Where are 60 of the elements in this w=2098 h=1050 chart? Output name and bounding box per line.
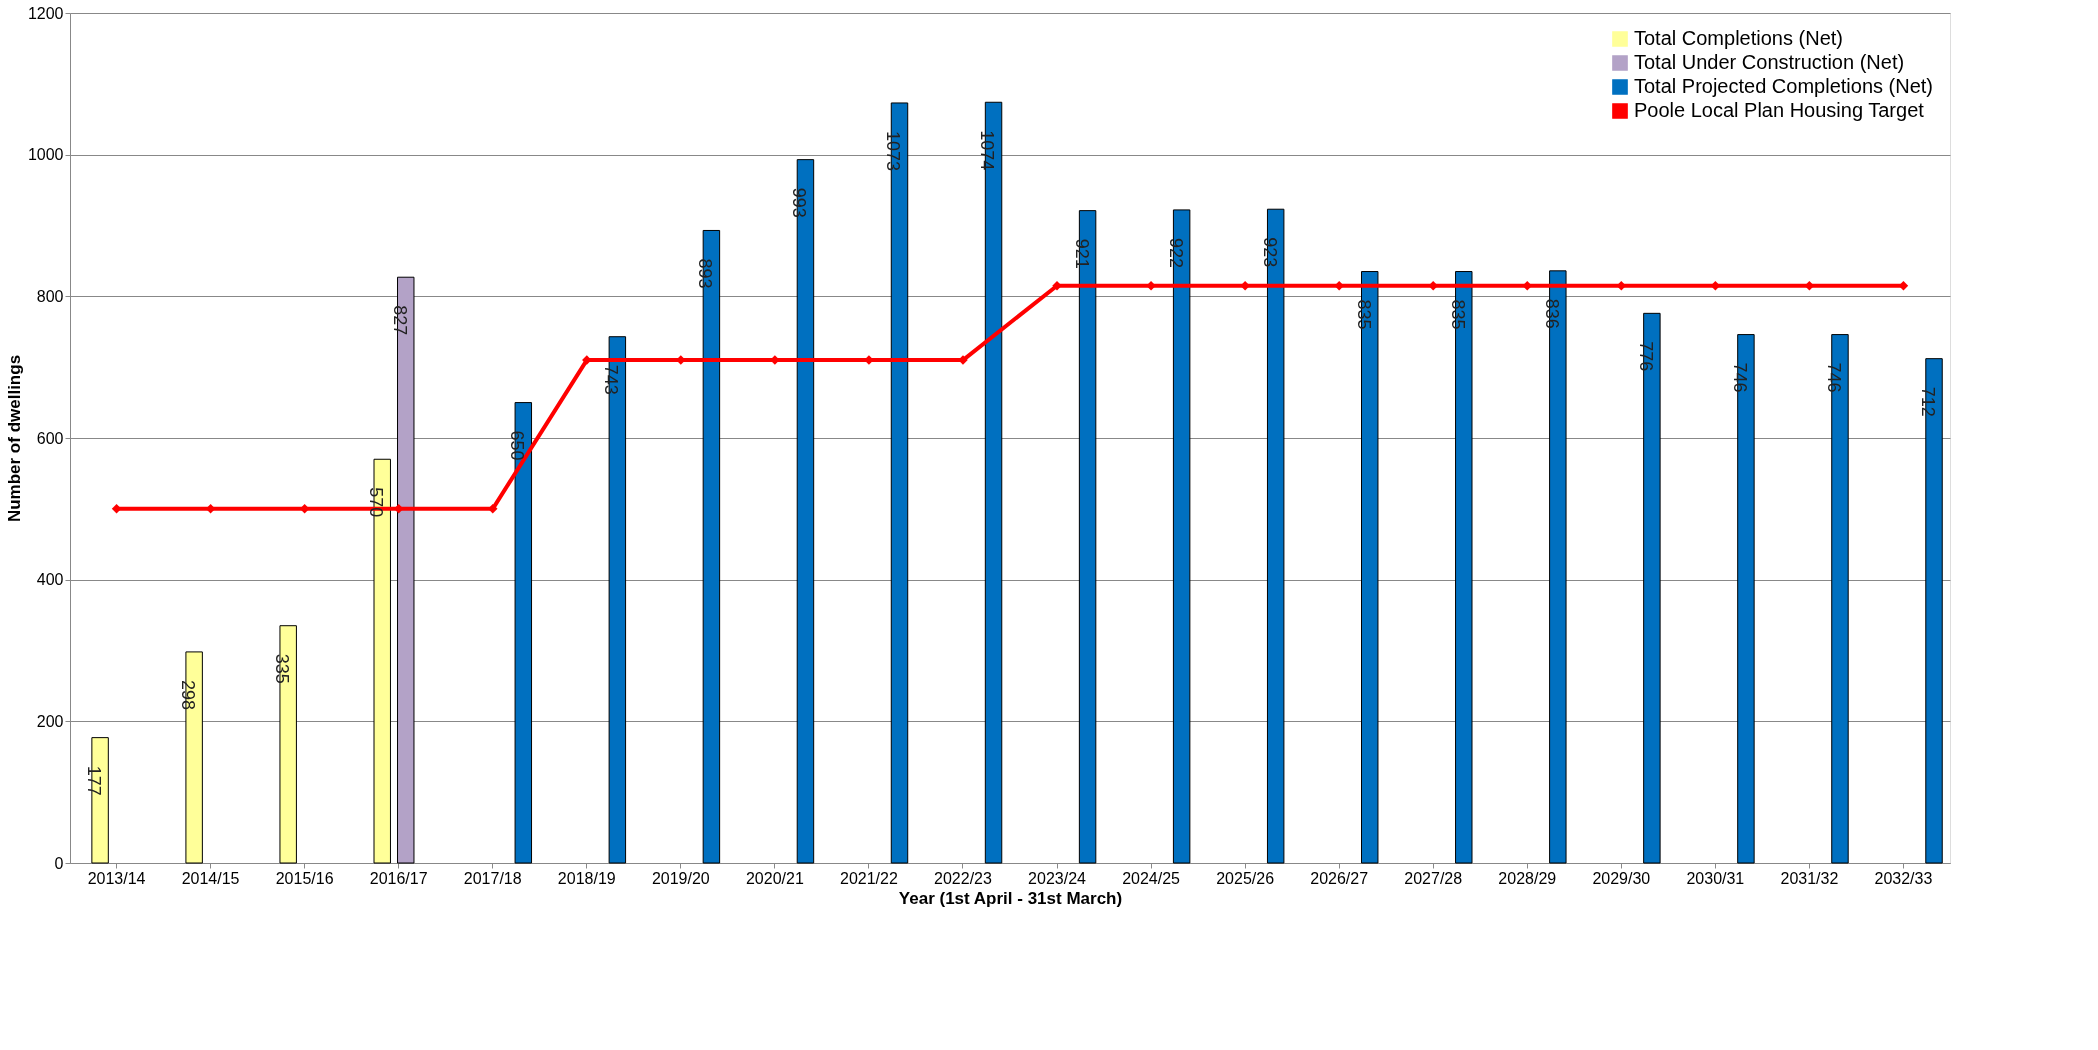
data-label: 177 (84, 765, 105, 796)
data-label: 835 (1353, 299, 1374, 330)
point (1146, 280, 1156, 291)
x-tick-label: 2015/16 (275, 869, 334, 887)
legend-label: Poole Local Plan Housing Target (1634, 99, 1925, 121)
x-tick-label: 2022/23 (934, 869, 992, 887)
x-tick-label: 2029/30 (1592, 869, 1651, 887)
data-label: 836 (1541, 298, 1562, 329)
data-label: 746 (1729, 362, 1750, 393)
y-axis-title: Number of dwellings (4, 354, 24, 523)
bar (1172, 209, 1191, 864)
data-label: 922 (1165, 237, 1186, 268)
data-label: 827 (389, 305, 410, 336)
y-tick-label: 200 (36, 712, 64, 730)
data-label: 1073 (883, 130, 904, 172)
data-label: 743 (601, 364, 622, 395)
x-tick-label: 2030/31 (1686, 869, 1745, 887)
y-tick-label: 800 (36, 287, 64, 305)
point (488, 504, 498, 514)
x-tick-label: 2014/15 (181, 869, 240, 887)
x-tick-label: 2031/32 (1780, 869, 1839, 887)
data-label: 921 (1071, 238, 1092, 269)
x-tick-label: 2025/26 (1216, 869, 1275, 887)
x-tick-label: 2019/20 (651, 869, 710, 887)
x-tick-label: 2032/33 (1874, 869, 1933, 887)
y-tick-label: 400 (36, 571, 64, 589)
bar (1266, 208, 1285, 864)
data-label: 712 (1917, 386, 1938, 417)
x-tick-label: 2028/29 (1498, 869, 1557, 887)
y-tick-label: 1200 (27, 4, 64, 22)
data-label: 835 (1447, 299, 1468, 330)
data-label: 335 (272, 653, 293, 684)
bar (1078, 210, 1097, 864)
data-label: 776 (1635, 341, 1656, 372)
data-label: 298 (178, 679, 199, 710)
legend-label: Total Completions (Net) (1634, 27, 1843, 49)
data-label: 1074 (977, 130, 998, 171)
legend-label: Total Projected Completions (Net) (1634, 75, 1934, 97)
x-tick-label: 2018/19 (557, 869, 616, 887)
x-axis-title: Year (1st April - 31st March) (898, 888, 1123, 908)
data-label: 650 (507, 430, 528, 461)
y-tick-label: 0 (54, 854, 64, 872)
data-label: 893 (695, 258, 716, 289)
data-label: 923 (1259, 237, 1280, 268)
x-tick-label: 2026/27 (1310, 869, 1369, 887)
x-tick-label: 2023/24 (1028, 869, 1087, 887)
data-label: 746 (1823, 362, 1844, 393)
x-tick-label: 2017/18 (463, 869, 522, 887)
y-tick-label: 600 (36, 429, 64, 447)
x-tick-label: 2024/25 (1122, 869, 1181, 887)
x-tick-label: 2027/28 (1404, 869, 1463, 887)
x-tick-label: 2021/22 (840, 869, 898, 887)
x-tick-label: 2020/21 (745, 869, 804, 887)
x-tick-label: 2013/14 (87, 869, 146, 887)
point (1052, 280, 1062, 291)
data-label: 570 (366, 487, 387, 518)
y-tick-label: 1000 (27, 146, 64, 164)
data-label: 993 (789, 187, 810, 218)
x-tick-label: 2016/17 (369, 869, 428, 887)
legend-label: Total Under Construction (Net) (1634, 51, 1905, 73)
